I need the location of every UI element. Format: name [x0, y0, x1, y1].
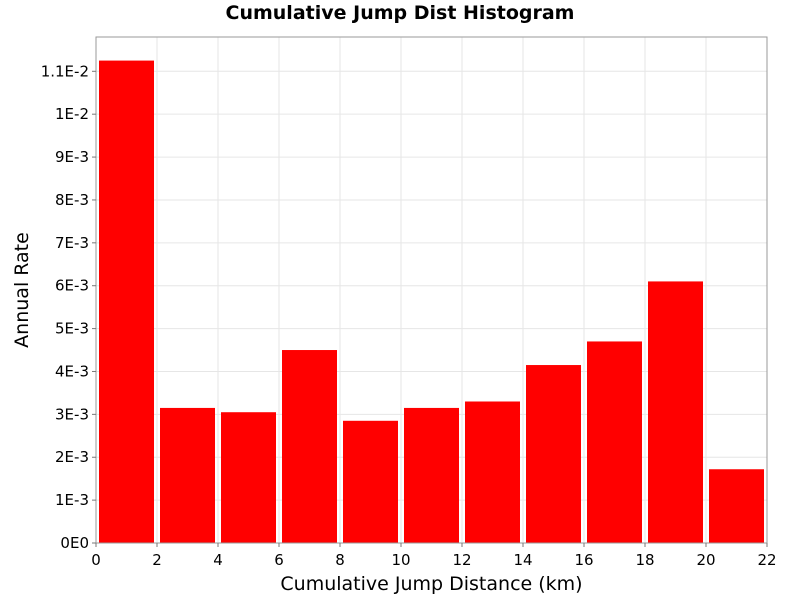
x-tick-label: 12 [452, 551, 471, 569]
x-tick-label: 22 [757, 551, 776, 569]
y-tick-label: 5E-3 [55, 320, 89, 338]
histogram-bar [160, 407, 215, 543]
histogram-bar [465, 401, 520, 543]
chart-title: Cumulative Jump Dist Histogram [225, 2, 575, 24]
y-tick-label: 1E-2 [55, 105, 89, 123]
histogram-bar [526, 365, 581, 543]
histogram-bar [648, 281, 703, 543]
x-tick-label: 20 [696, 551, 715, 569]
x-tick-label: 4 [213, 551, 223, 569]
histogram-bar [99, 60, 154, 543]
y-tick-label: 0E0 [60, 534, 89, 552]
y-tick-label: 3E-3 [55, 405, 89, 423]
y-tick-label: 1.1E-2 [41, 62, 89, 80]
y-tick-label: 2E-3 [55, 448, 89, 466]
plot-frame [95, 36, 768, 544]
bars [99, 60, 764, 543]
x-tick-label: 6 [274, 551, 284, 569]
x-tick-label: 14 [513, 551, 532, 569]
histogram-bar [709, 469, 764, 543]
histogram-bar [343, 420, 398, 543]
y-axis-ticks: 0E0 1E-3 2E-3 3E-3 4E-3 5E-3 6E-3 7E-3 8E-3 9E-3 1… [41, 62, 96, 552]
y-tick-label: 8E-3 [55, 191, 89, 209]
y-tick-label: 1E-3 [55, 491, 89, 509]
histogram-bar [587, 341, 642, 543]
y-axis-label: Annual Rate [11, 232, 33, 348]
x-tick-label: 8 [335, 551, 345, 569]
y-tick-label: 7E-3 [55, 234, 89, 252]
x-axis-ticks: 0 2 4 6 8 10 12 14 16 18 20 22 [91, 543, 777, 569]
histogram-bar [404, 407, 459, 543]
histogram-bar [282, 350, 337, 543]
y-tick-label: 9E-3 [55, 148, 89, 166]
x-tick-label: 0 [91, 551, 101, 569]
x-tick-label: 18 [635, 551, 654, 569]
x-axis-label: Cumulative Jump Distance (km) [280, 573, 582, 595]
x-tick-label: 16 [574, 551, 593, 569]
x-tick-label: 10 [391, 551, 410, 569]
x-tick-label: 2 [152, 551, 162, 569]
y-tick-label: 4E-3 [55, 362, 89, 380]
y-tick-label: 6E-3 [55, 277, 89, 295]
histogram-bar [221, 412, 276, 543]
